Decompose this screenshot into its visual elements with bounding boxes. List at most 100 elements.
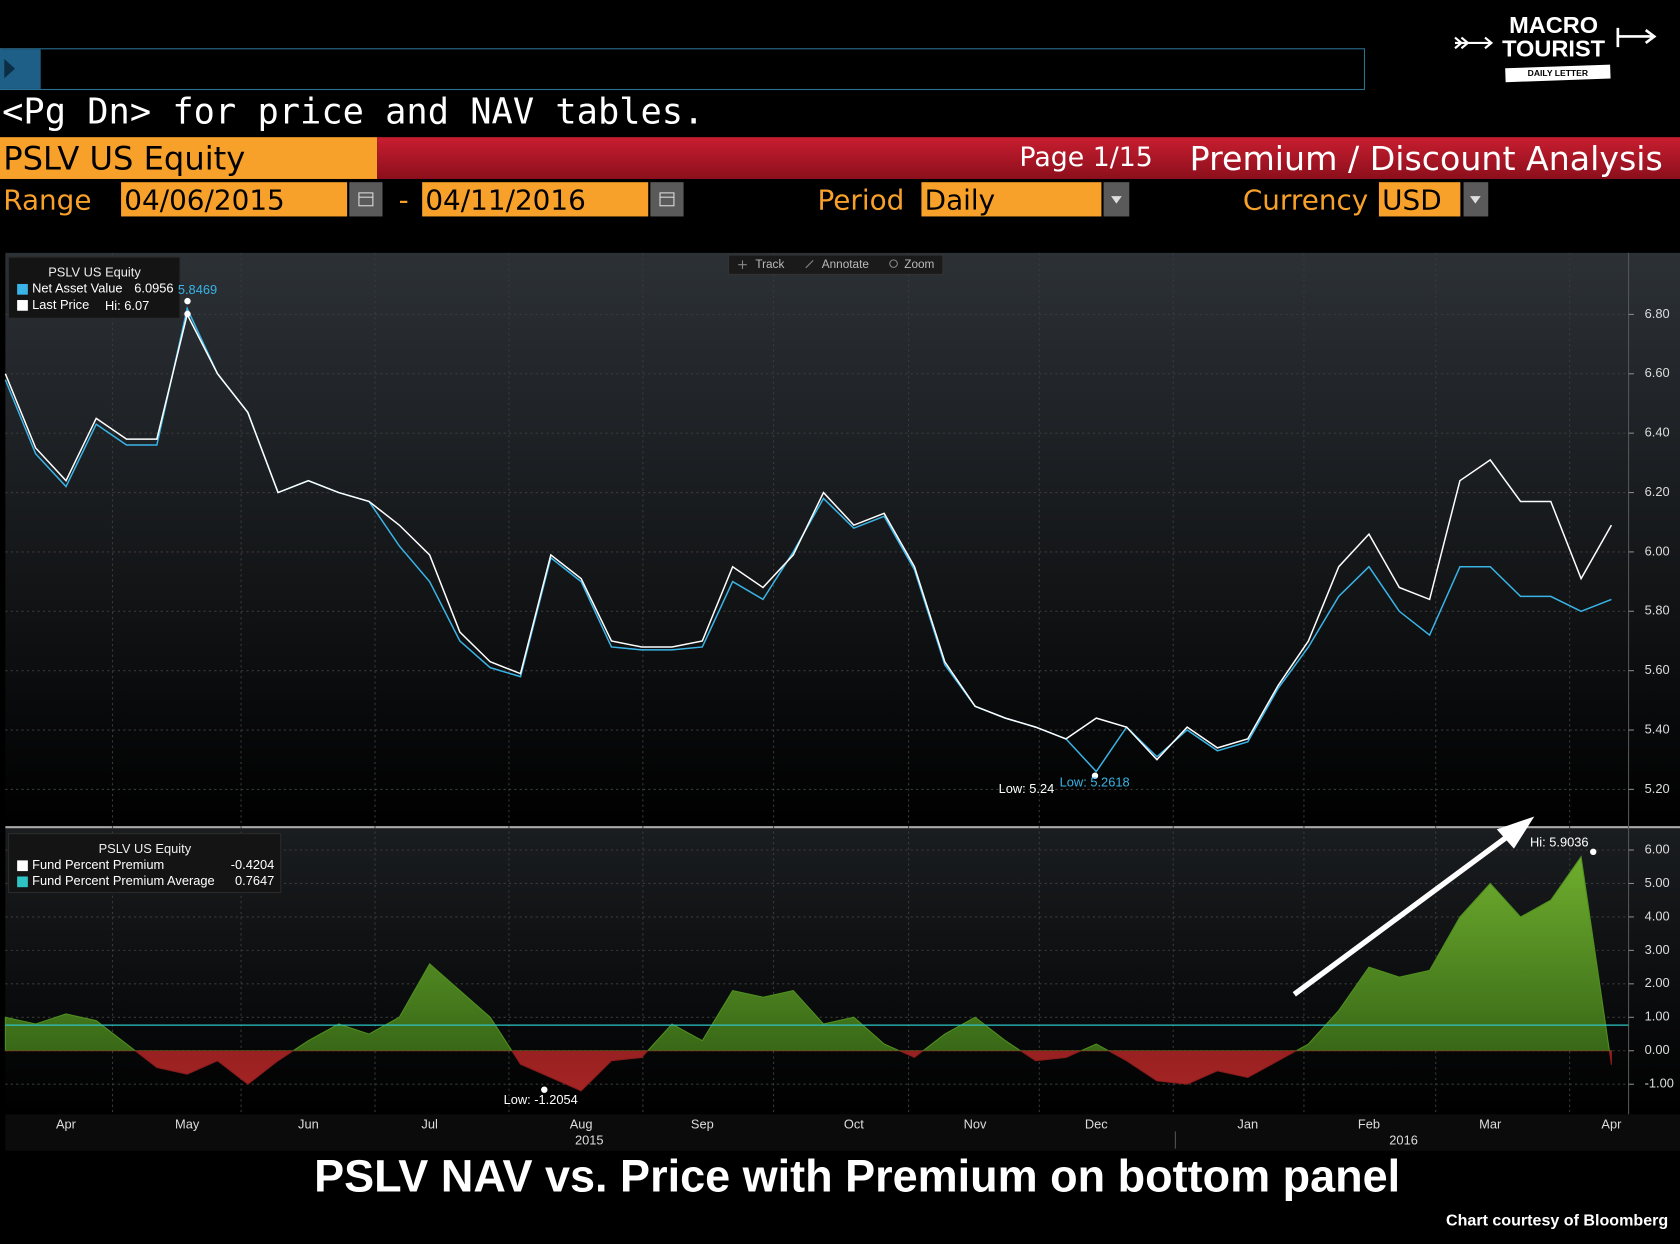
plot-layer	[4, 306, 1629, 1092]
toolbar-zoom[interactable]: Zoom	[904, 258, 934, 271]
y-tick-label: 6.20	[1645, 484, 1670, 499]
page-indicator: Page 1/15	[1019, 142, 1152, 173]
legend-title: PSLV US Equity	[48, 265, 141, 280]
series-line	[4, 312, 1613, 761]
legend-value: -0.4204	[231, 857, 275, 872]
annotation-dot	[1590, 848, 1597, 856]
annotation: 5.8469	[178, 282, 217, 297]
end-date: 04/11/2016	[425, 183, 585, 216]
legend-value: 0.7647	[235, 873, 274, 888]
logo-line1: MACRO	[1509, 12, 1598, 38]
logo-tag-box	[1505, 64, 1611, 83]
x-tick-label: May	[175, 1116, 200, 1131]
x-tick-label: Nov	[964, 1116, 987, 1131]
x-tick-label: Oct	[844, 1116, 864, 1131]
annotation-dot	[184, 310, 191, 318]
legend-label: Net Asset Value	[32, 281, 122, 296]
legend-swatch	[17, 283, 28, 295]
toolbar-track[interactable]: Track	[755, 258, 784, 271]
premium-area-negative	[4, 1050, 1612, 1092]
price-panel	[5, 252, 1680, 827]
y-tick-label: 5.80	[1645, 603, 1670, 618]
premium-area-positive	[4, 855, 1612, 1051]
y-tick-label: 1.00	[1645, 1009, 1670, 1024]
y-tick-label: 5.60	[1645, 662, 1670, 677]
toolbar-icons	[738, 259, 898, 269]
legend-swatch	[17, 300, 28, 311]
y-tick-label: 4.00	[1645, 908, 1670, 923]
trend-arrow	[1292, 830, 1515, 997]
annotation: Hi: 6.07	[105, 298, 149, 313]
x-tick-label: Jul	[421, 1116, 437, 1131]
legend-label: Last Price	[32, 297, 89, 312]
label-layer: 5.20 5.40 5.60 5.80 6.00 6.20 6.40 6.60 6.80 PSLV…	[17, 265, 1674, 1147]
y-tick-label: 5.40	[1645, 721, 1670, 736]
toolbar-annotate[interactable]: Annotate	[822, 258, 870, 271]
legend-value: 6.0956	[134, 281, 173, 296]
logo-arrow	[1616, 27, 1657, 48]
start-date-input[interactable]	[121, 182, 348, 217]
legend-label: Fund Percent Premium	[32, 857, 164, 872]
start-date-calendar[interactable]	[349, 182, 383, 217]
legend-label: Fund Percent Premium Average	[32, 873, 215, 888]
annotation: Low: 5.2618	[1060, 775, 1130, 790]
y-tick-label: 5.00	[1645, 875, 1670, 890]
currency-input[interactable]	[1378, 182, 1461, 217]
logo-line2: TOURIST	[1502, 36, 1606, 62]
logo-arrow	[1454, 36, 1494, 50]
command-bar[interactable]	[0, 48, 1365, 91]
y-tick-label: 6.00	[1645, 841, 1670, 856]
credit: Chart courtesy of Bloomberg	[1446, 1212, 1668, 1230]
y-tick-label: 6.40	[1645, 425, 1670, 440]
logo: MACRO TOURIST DAILY LETTER	[1454, 12, 1657, 83]
trend-arrowhead	[1496, 816, 1535, 849]
security: PSLV US Equity	[3, 140, 245, 178]
y-tick-label: 2.00	[1645, 975, 1670, 990]
x-tick-label: Apr	[56, 1116, 77, 1131]
dropdown-arrow	[1470, 196, 1481, 204]
end-date-input[interactable]	[422, 182, 649, 217]
annotation: Low: 5.24	[999, 781, 1055, 796]
x-tick-label: Sep	[691, 1116, 714, 1131]
caption: PSLV NAV vs. Price with Premium on botto…	[314, 1151, 1400, 1202]
x-tick-label: Aug	[570, 1116, 593, 1131]
year-label: 2015	[575, 1132, 604, 1147]
end-date-calendar[interactable]	[650, 182, 684, 217]
premium-panel	[5, 828, 1680, 1115]
annotation: Hi: 5.9036	[1530, 835, 1589, 850]
title-bar	[377, 137, 1680, 179]
period-label: Period	[818, 183, 905, 216]
y-tick-label: -1.00	[1645, 1076, 1674, 1091]
price-legend	[8, 256, 181, 319]
x-tick-label: Mar	[1479, 1116, 1502, 1131]
command-bar-arrow	[4, 58, 15, 79]
x-axis-band	[5, 1114, 1680, 1151]
period-input[interactable]	[921, 182, 1102, 217]
logo-tagline: DAILY LETTER	[1528, 68, 1589, 78]
range-separator: -	[399, 183, 409, 216]
y-tick-label: 3.00	[1645, 942, 1670, 957]
currency: USD	[1382, 183, 1442, 216]
legend-title: PSLV US Equity	[99, 841, 192, 856]
y-tick-label: 5.20	[1645, 781, 1670, 796]
year-label: 2016	[1389, 1132, 1418, 1147]
x-tick-label: Dec	[1085, 1116, 1108, 1131]
start-date: 04/06/2015	[124, 183, 284, 216]
legend-swatch	[17, 876, 28, 888]
dropdown-arrow	[1111, 196, 1122, 204]
command-hint: <Pg Dn> for price and NAV tables.	[2, 92, 704, 133]
x-tick-label: Feb	[1358, 1116, 1380, 1131]
chart-toolbar	[728, 254, 944, 275]
y-tick-label: 6.60	[1645, 365, 1670, 380]
period: Daily	[925, 183, 995, 216]
y-tick-label: 6.00	[1645, 543, 1670, 558]
x-tick-label: Apr	[1601, 1116, 1622, 1131]
calendar-icon	[358, 192, 374, 207]
annotation-dot	[1091, 772, 1099, 779]
calendar-icon	[659, 192, 675, 207]
currency-label: Currency	[1243, 183, 1368, 216]
premium-legend	[8, 833, 282, 894]
annotation-dot	[541, 1086, 548, 1093]
